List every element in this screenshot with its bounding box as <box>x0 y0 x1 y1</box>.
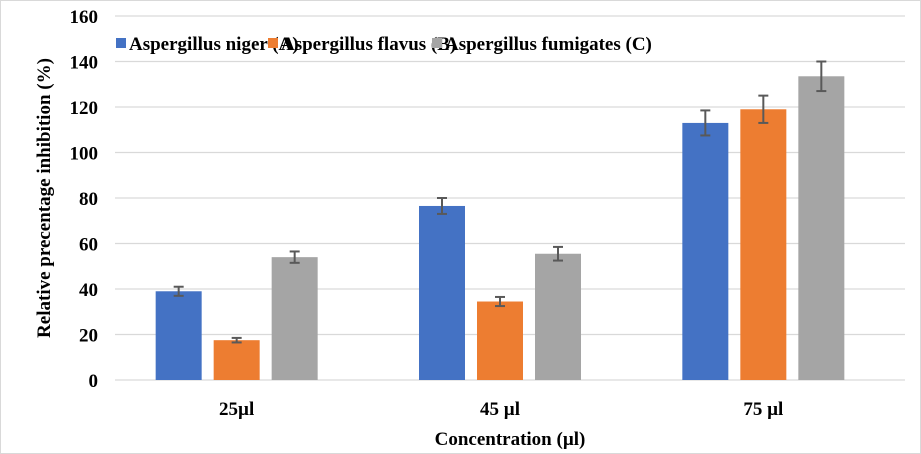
bar <box>155 291 202 380</box>
error-bar <box>700 109 711 137</box>
error-bar <box>231 336 242 344</box>
error-bar <box>758 94 769 124</box>
legend-label: Aspergillus flavus (B) <box>281 34 456 55</box>
legend-item: Aspergillus flavus (B) <box>268 34 456 55</box>
legend-swatch <box>116 38 126 48</box>
error-bar <box>437 197 447 215</box>
bar <box>682 122 729 381</box>
error-bar <box>173 285 184 297</box>
error-bars <box>173 60 827 344</box>
x-axis-ticks: 25µl 45 µl 75 µl <box>219 399 783 420</box>
bar <box>271 257 318 380</box>
bar <box>798 76 845 380</box>
x-tick-label: 25µl <box>219 399 254 420</box>
bar <box>535 253 581 380</box>
y-tick-label: 140 <box>70 53 99 74</box>
y-tick-label: 100 <box>70 144 99 165</box>
x-axis-label: Concentration (µl) <box>435 429 586 450</box>
bar <box>477 301 523 380</box>
error-bar <box>816 60 827 93</box>
error-bar <box>495 295 505 308</box>
y-tick-label: 160 <box>70 7 99 28</box>
bars <box>155 76 845 381</box>
bar <box>419 205 465 380</box>
legend-swatch <box>432 38 442 48</box>
legend-label: Aspergillus fumigates (C) <box>445 34 652 55</box>
legend: Aspergillus niger (A)Aspergillus flavus … <box>116 34 652 55</box>
y-tick-label: 0 <box>89 371 99 392</box>
y-tick-label: 120 <box>70 98 99 119</box>
y-axis-ticks: 0 20 40 60 80 100 120 140 160 <box>70 7 99 392</box>
error-bar <box>553 245 563 262</box>
y-tick-label: 20 <box>79 326 98 347</box>
legend-item: Aspergillus fumigates (C) <box>432 34 652 55</box>
error-bar <box>289 250 300 264</box>
y-axis-label: Relative precentage inhibition (%) <box>34 58 55 338</box>
legend-label: Aspergillus niger (A) <box>129 34 299 55</box>
legend-item: Aspergillus niger (A) <box>116 34 299 55</box>
bar <box>740 109 787 381</box>
legend-swatch <box>268 38 278 48</box>
y-tick-label: 80 <box>79 189 98 210</box>
bar <box>213 340 260 380</box>
y-tick-label: 40 <box>79 280 98 301</box>
x-tick-label: 45 µl <box>480 399 520 420</box>
y-tick-label: 60 <box>79 235 98 256</box>
x-tick-label: 75 µl <box>743 399 783 420</box>
